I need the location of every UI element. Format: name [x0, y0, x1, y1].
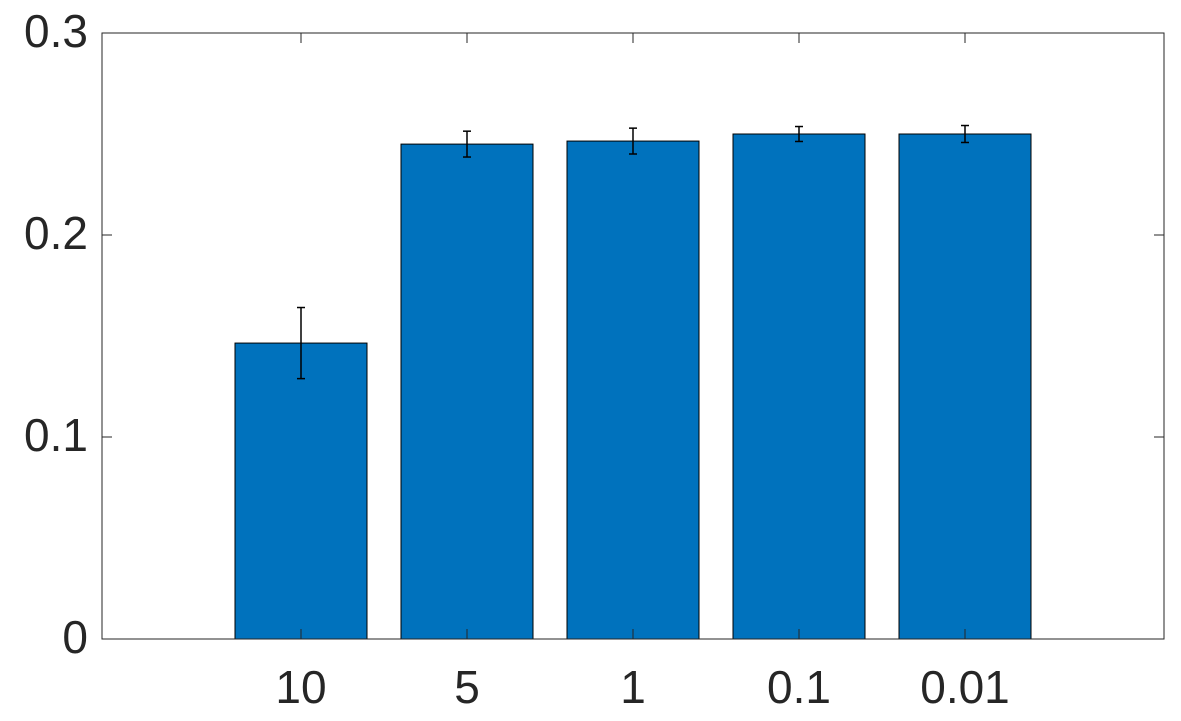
bar — [400, 143, 534, 640]
y-tick-label: 0.3 — [24, 5, 88, 57]
axes-box — [101, 32, 1165, 640]
x-tick-label: 1 — [620, 661, 646, 713]
bar — [732, 133, 866, 640]
x-tick-label: 10 — [275, 661, 326, 713]
error-bar — [297, 306, 305, 380]
error-bar — [961, 124, 969, 144]
y-tick-label: 0.2 — [24, 207, 88, 259]
y-tick-label: 0 — [62, 611, 88, 663]
bar — [566, 140, 700, 640]
bar — [234, 342, 368, 640]
x-tick-label: 0.01 — [920, 661, 1010, 713]
x-tick-label: 0.1 — [767, 661, 831, 713]
bar — [898, 133, 1032, 640]
error-bar — [463, 130, 471, 158]
x-tick-label: 5 — [454, 661, 480, 713]
y-tick-label: 0.1 — [24, 409, 88, 461]
error-bar — [795, 125, 803, 143]
error-bar — [629, 127, 637, 155]
